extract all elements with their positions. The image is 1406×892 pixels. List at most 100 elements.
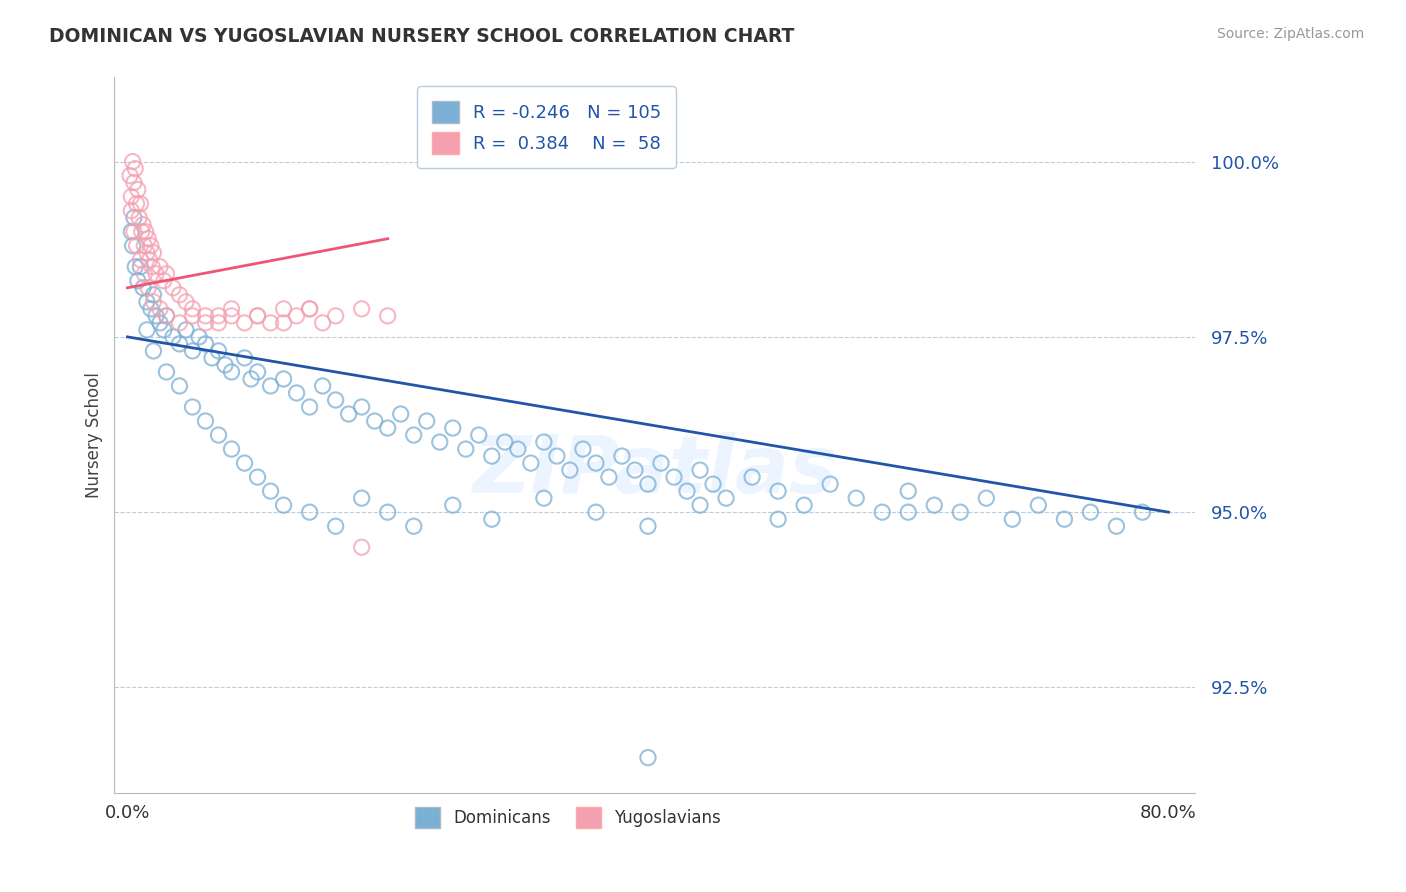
Point [298, 301, 321, 316]
Point [181, 309, 204, 323]
Point [129, 252, 152, 267]
Point [155, 309, 177, 323]
Point [1001, 512, 1024, 526]
Point [441, 498, 464, 512]
Point [155, 309, 177, 323]
Point [377, 505, 399, 519]
Point [174, 323, 197, 337]
Point [181, 343, 204, 358]
Point [149, 301, 172, 316]
Point [285, 309, 308, 323]
Point [676, 484, 699, 499]
Point [131, 225, 153, 239]
Point [273, 301, 295, 316]
Point [194, 337, 217, 351]
Point [273, 498, 295, 512]
Point [558, 463, 581, 477]
Y-axis label: Nursery School: Nursery School [86, 372, 103, 498]
Point [976, 491, 998, 505]
Point [350, 491, 373, 505]
Point [194, 316, 217, 330]
Point [221, 442, 243, 456]
Legend: Dominicans, Yugoslavians: Dominicans, Yugoslavians [409, 801, 728, 834]
Point [585, 456, 607, 470]
Point [454, 442, 477, 456]
Point [689, 498, 711, 512]
Point [149, 260, 172, 274]
Point [689, 463, 711, 477]
Point [533, 435, 555, 450]
Point [298, 400, 321, 414]
Point [766, 512, 789, 526]
Point [259, 316, 281, 330]
Point [153, 323, 176, 337]
Point [350, 400, 373, 414]
Point [162, 281, 184, 295]
Point [125, 238, 148, 252]
Point [389, 407, 412, 421]
Point [572, 442, 595, 456]
Point [481, 512, 503, 526]
Point [136, 281, 159, 295]
Point [162, 330, 184, 344]
Point [350, 540, 373, 554]
Point [1080, 505, 1102, 519]
Point [207, 343, 229, 358]
Point [194, 309, 217, 323]
Point [311, 316, 333, 330]
Point [637, 477, 659, 491]
Point [285, 386, 308, 401]
Point [145, 267, 167, 281]
Point [155, 365, 177, 379]
Point [468, 428, 491, 442]
Point [138, 252, 160, 267]
Point [181, 400, 204, 414]
Point [136, 323, 159, 337]
Point [259, 379, 281, 393]
Point [1132, 505, 1154, 519]
Point [136, 245, 159, 260]
Point [298, 301, 321, 316]
Point [441, 421, 464, 435]
Point [546, 449, 568, 463]
Point [121, 238, 143, 252]
Point [207, 316, 229, 330]
Point [127, 183, 149, 197]
Point [233, 351, 256, 365]
Point [136, 294, 159, 309]
Point [897, 484, 920, 499]
Point [506, 442, 529, 456]
Point [624, 463, 647, 477]
Text: Source: ZipAtlas.com: Source: ZipAtlas.com [1216, 27, 1364, 41]
Point [402, 519, 425, 533]
Point [363, 414, 385, 428]
Point [259, 484, 281, 499]
Point [325, 309, 347, 323]
Point [416, 414, 439, 428]
Point [221, 301, 243, 316]
Point [233, 316, 256, 330]
Point [702, 477, 724, 491]
Point [188, 330, 211, 344]
Text: DOMINICAN VS YUGOSLAVIAN NURSERY SCHOOL CORRELATION CHART: DOMINICAN VS YUGOSLAVIAN NURSERY SCHOOL … [49, 27, 794, 45]
Point [129, 260, 152, 274]
Point [155, 267, 177, 281]
Point [922, 498, 945, 512]
Point [221, 309, 243, 323]
Point [124, 161, 146, 176]
Point [132, 218, 155, 232]
Point [337, 407, 360, 421]
Point [598, 470, 620, 484]
Point [142, 343, 165, 358]
Point [1105, 519, 1128, 533]
Point [120, 189, 142, 203]
Point [139, 238, 162, 252]
Point [194, 414, 217, 428]
Point [122, 225, 145, 239]
Point [845, 491, 868, 505]
Point [127, 274, 149, 288]
Point [714, 491, 737, 505]
Point [298, 505, 321, 519]
Point [741, 470, 763, 484]
Point [377, 309, 399, 323]
